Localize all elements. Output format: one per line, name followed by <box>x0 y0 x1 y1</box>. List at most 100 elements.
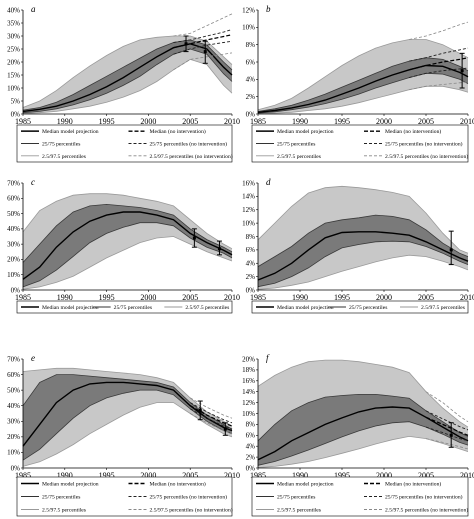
y-tick-label: 40% <box>7 225 20 233</box>
line-median <box>22 381 233 447</box>
line-p97-5-no-intervention <box>173 13 233 37</box>
panel-d: 0% 2% 4% 6% 8% 10% 12% 14% 16% 1985 1990 1995 2000 20… <box>242 177 474 314</box>
y-tick-label: 6% <box>246 432 256 440</box>
panel-letter: d <box>266 177 271 187</box>
x-tick-label: 1990 <box>57 117 73 126</box>
y-tick-label: 16% <box>242 377 255 385</box>
line-p75 <box>22 203 233 263</box>
legend-f: Median model projection Median (no interv… <box>251 476 469 517</box>
y-tick-label: 0% <box>246 464 256 472</box>
y-tick-label: 10% <box>242 219 255 227</box>
line-p97-5-no-intervention <box>190 397 233 419</box>
y-tick-label: 10% <box>242 410 255 418</box>
line-median <box>257 64 469 113</box>
y-tick-label: 16% <box>242 179 255 187</box>
panel-letter: a <box>31 4 36 14</box>
legend-label: 25/75 percentiles (no intervention) <box>150 494 228 501</box>
legend-label: 2.5/97.5 percentiles (no intervention) <box>150 507 233 514</box>
y-tick-label: 4% <box>246 260 256 268</box>
x-tick-label: 2000 <box>376 293 392 302</box>
band-25-75 <box>258 215 468 287</box>
error-bar-point <box>460 69 464 73</box>
x-tick-label: 1985 <box>250 293 266 302</box>
y-tick-label: 70% <box>7 355 20 363</box>
x-tick-label: 1995 <box>99 471 115 480</box>
line-p25 <box>22 389 233 461</box>
x-tick-label: 2005 <box>418 117 434 126</box>
legend-c: Median model projection 25/75 percentiles… <box>16 300 233 314</box>
legend-box <box>16 476 233 517</box>
legend-label: 2.5/97.5 percentiles <box>277 508 321 514</box>
line-p75 <box>22 39 233 111</box>
line-p75 <box>257 394 469 442</box>
line-p25-no-intervention <box>409 67 469 79</box>
x-tick-label: 2000 <box>140 293 156 302</box>
y-tick-label: 15% <box>7 71 20 79</box>
legend-label: 2.5/97.5 percentiles <box>42 154 86 160</box>
error-bar-point <box>198 408 202 412</box>
line-median <box>22 211 233 280</box>
x-tick-label: 1985 <box>15 293 31 302</box>
x-tick-label: 2000 <box>376 471 392 480</box>
x-tick-label: 1990 <box>292 117 308 126</box>
y-tick-label: 6% <box>246 58 256 66</box>
band-2-5-97-5 <box>258 39 468 114</box>
panel-letter: b <box>266 4 271 14</box>
y-tick-label: 2% <box>246 93 256 101</box>
legend-label: 25/75 percentiles (no intervention) <box>385 141 463 148</box>
panel-letter: e <box>31 353 35 363</box>
x-tick-label: 2010 <box>224 293 240 302</box>
y-tick-label: 14% <box>242 388 255 396</box>
x-tick-label: 1995 <box>334 117 350 126</box>
legend-box <box>251 124 469 163</box>
legend-label: Median model projection <box>42 305 99 311</box>
error-bar-point <box>223 427 227 431</box>
y-tick-label: 10% <box>7 84 20 92</box>
y-tick-label: 2% <box>246 273 256 281</box>
x-tick-label: 1985 <box>15 117 31 126</box>
line-p25 <box>22 222 233 288</box>
error-bar-point <box>192 236 196 240</box>
panel-letter: c <box>31 177 35 187</box>
line-p97-5 <box>257 185 469 254</box>
legend-label: 2.5/97.5 percentiles (no intervention) <box>385 153 468 160</box>
y-tick-label: 8% <box>246 233 256 241</box>
line-p75-no-intervention <box>409 47 469 62</box>
y-tick-label: 50% <box>7 386 20 394</box>
y-tick-label: 0% <box>11 464 21 472</box>
x-tick-label: 1990 <box>57 471 73 480</box>
legend-b: Median model projection Median (no interv… <box>251 124 469 163</box>
line-p2-5-no-intervention <box>409 81 469 91</box>
x-tick-label: 2000 <box>140 471 156 480</box>
y-tick-label: 0% <box>246 110 256 118</box>
y-tick-label: 30% <box>7 418 20 426</box>
y-tick-label: 30% <box>7 32 20 40</box>
x-tick-label: 1990 <box>292 293 308 302</box>
band-25-75 <box>258 57 468 114</box>
line-p25 <box>257 240 469 288</box>
y-tick-label: 12% <box>242 399 255 407</box>
error-bar-point <box>184 42 188 46</box>
line-p25 <box>257 72 469 114</box>
error-bar-point <box>217 247 221 251</box>
line-p75-no-intervention <box>173 29 233 43</box>
y-tick-label: 20% <box>242 355 255 363</box>
line-p75 <box>257 57 469 112</box>
panel-f: 0% 2% 4% 6% 8% 10% 12% 14% 16% 18% 20% 1985 1990 1995… <box>242 353 474 517</box>
x-tick-label: 1985 <box>15 471 31 480</box>
error-bar-point <box>449 248 453 252</box>
x-tick-label: 1990 <box>57 293 73 302</box>
x-tick-label: 2005 <box>182 293 198 302</box>
x-tick-label: 1985 <box>250 471 266 480</box>
x-tick-label: 2005 <box>418 293 434 302</box>
legend-label: Median model projection <box>42 129 99 135</box>
line-median-no-intervention <box>189 405 233 427</box>
legend-label: 2.5/97.5 percentiles <box>421 305 465 311</box>
legend-label: 2.5/97.5 percentiles (no intervention) <box>385 507 468 514</box>
x-tick-label: 1995 <box>334 471 350 480</box>
y-tick-label: 40% <box>7 402 20 410</box>
legend-a: Median model projection Median (no interv… <box>16 124 233 163</box>
panel-c: 0% 10% 20% 30% 40% 50% 60% 70% 1985 1990 1995 2000 2… <box>7 177 240 314</box>
legend-label: 25/75 percentiles <box>42 142 80 148</box>
